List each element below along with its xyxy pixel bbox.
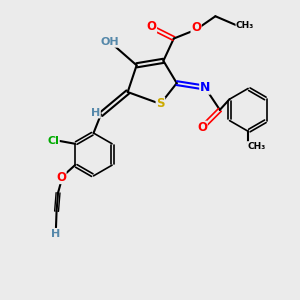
Text: O: O — [56, 170, 66, 184]
Text: Cl: Cl — [47, 136, 59, 146]
Text: N: N — [200, 81, 210, 94]
Text: O: O — [197, 121, 207, 134]
Text: O: O — [146, 20, 157, 33]
Text: CH₃: CH₃ — [247, 142, 266, 151]
Text: H: H — [51, 229, 61, 238]
Text: S: S — [156, 98, 165, 110]
Text: H: H — [91, 108, 100, 118]
Text: OH: OH — [100, 37, 119, 47]
Text: O: O — [191, 21, 201, 34]
Text: CH₃: CH₃ — [236, 21, 254, 30]
